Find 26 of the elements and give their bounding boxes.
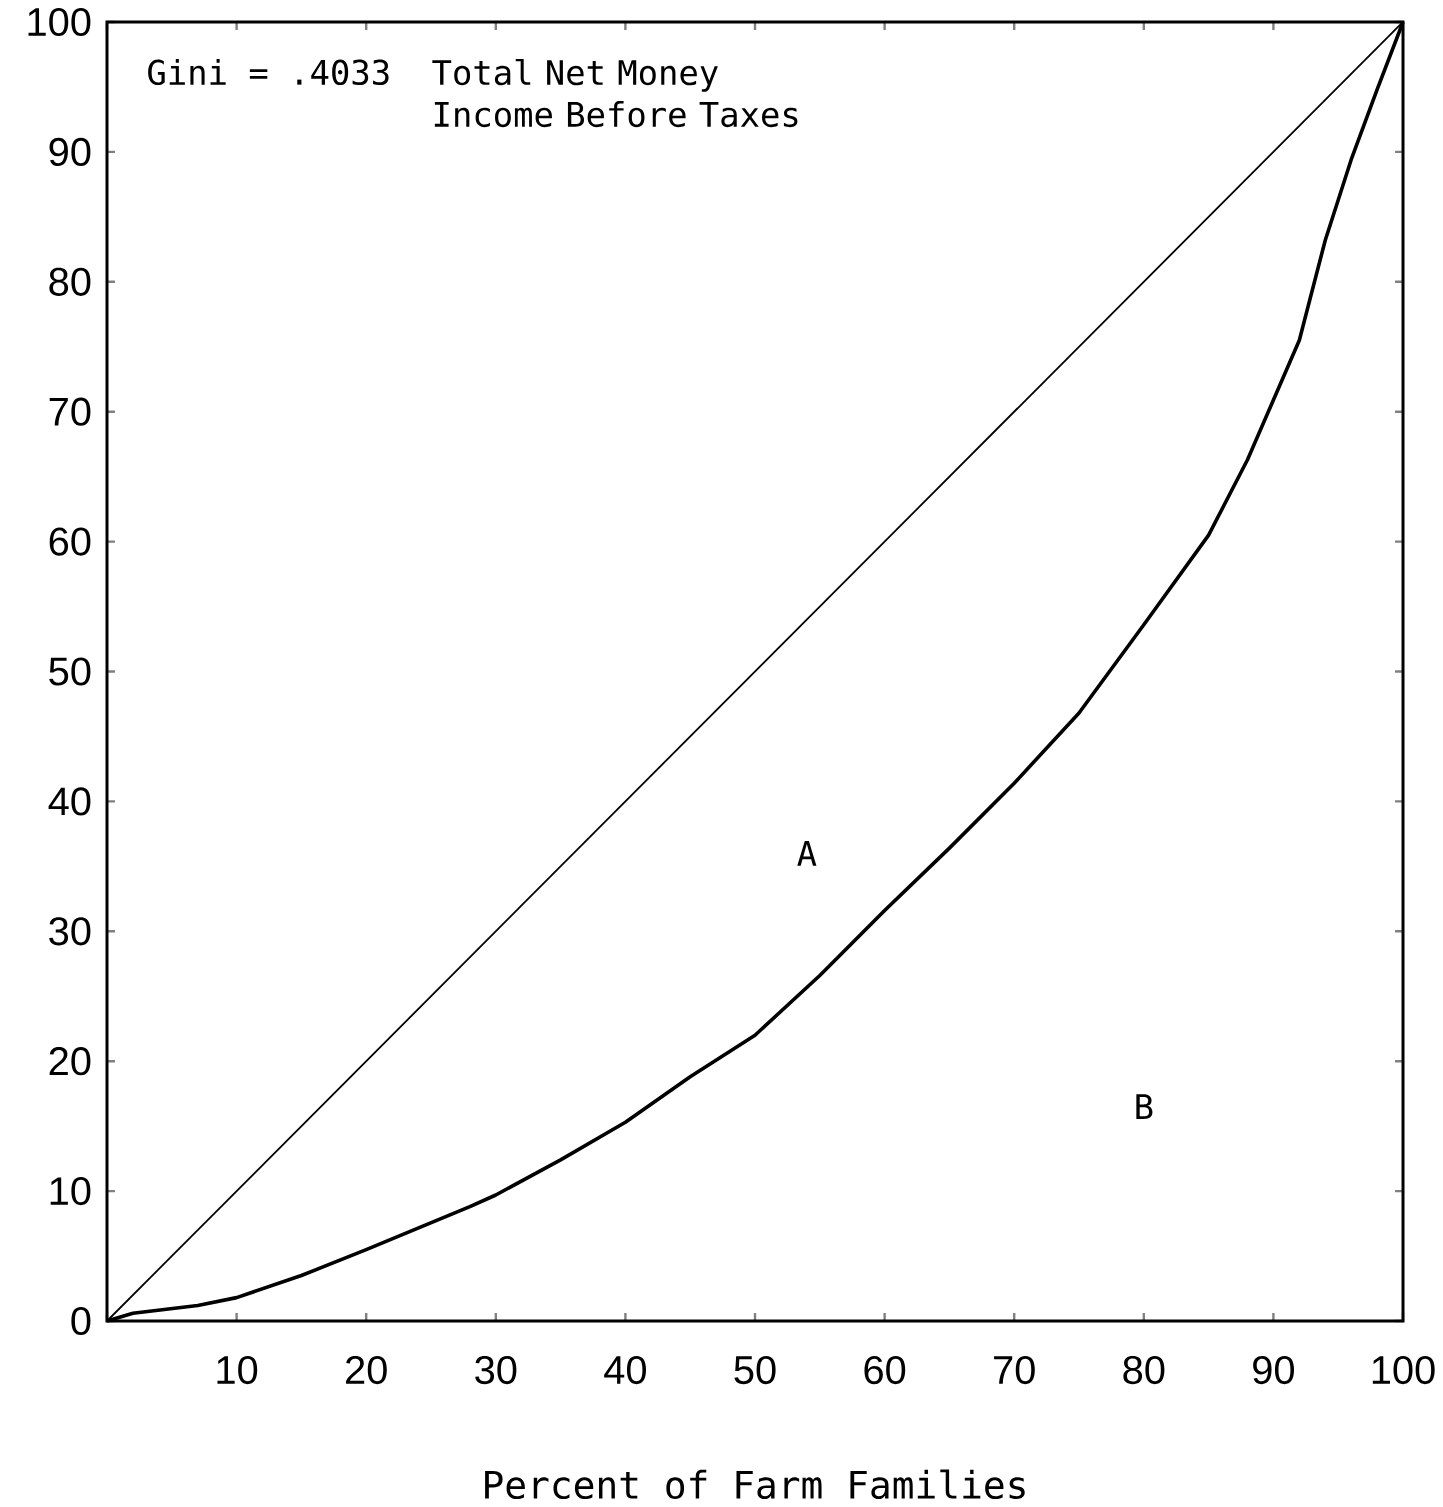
- y-tick-label: 30: [49, 917, 91, 946]
- y-tick-label: 50: [49, 657, 91, 686]
- x-tick-label: 50: [734, 1355, 776, 1385]
- x-tick-label: 30: [475, 1355, 517, 1385]
- y-tick-label: 100: [28, 7, 91, 37]
- y-tick-label: 90: [49, 137, 91, 166]
- x-tick-label: 100: [1372, 1355, 1435, 1385]
- x-tick-label: 20: [346, 1355, 387, 1385]
- x-tick-label: 90: [1253, 1355, 1294, 1385]
- y-tick-label: 10: [50, 1177, 91, 1206]
- x-tick-label: 10: [217, 1355, 258, 1385]
- annotation: A: [797, 841, 817, 866]
- y-tick-label: 40: [48, 787, 91, 816]
- y-tick-label: 60: [49, 527, 91, 556]
- text: Total Net Money Income Before Taxes: [432, 58, 798, 128]
- x-axis-title: Percent of Farm Families: [485, 1469, 1025, 1500]
- x-tick-label: 60: [864, 1355, 906, 1385]
- y-tick-label: 70: [49, 397, 91, 426]
- y-tick-label: 0: [71, 1306, 91, 1336]
- x-tick-label: 40: [604, 1355, 646, 1385]
- annotation: Gini = .4033: [148, 58, 389, 86]
- x-tick-label: 80: [1123, 1355, 1165, 1385]
- y-tick-label: 20: [49, 1047, 91, 1076]
- y-tick-label: 80: [49, 267, 91, 296]
- x-tick-label: 70: [994, 1355, 1035, 1385]
- annotation: B: [1136, 1094, 1153, 1120]
